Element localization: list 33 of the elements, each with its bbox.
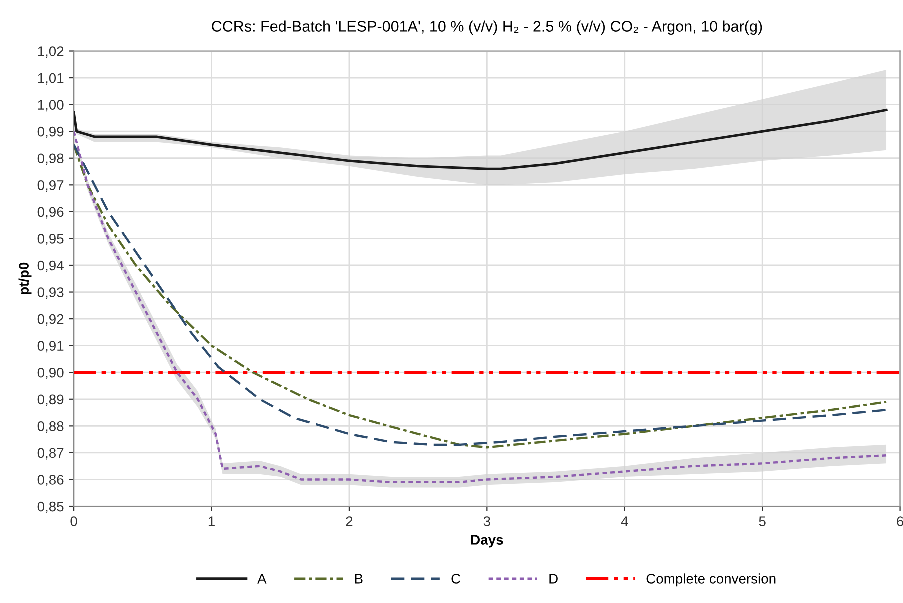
x-axis-title: Days bbox=[471, 535, 504, 548]
y-tick-label: 1,00 bbox=[38, 100, 64, 112]
x-tick-label: 5 bbox=[759, 516, 766, 526]
legend-label: C bbox=[452, 574, 461, 584]
y-tick-label: 0,89 bbox=[38, 394, 64, 406]
y-tick-label: 0,96 bbox=[38, 207, 64, 219]
legend-label: A bbox=[258, 574, 267, 584]
y-tick-label: 0,85 bbox=[38, 502, 64, 514]
x-tick-label: 1 bbox=[208, 516, 215, 526]
y-tick-label: 0,91 bbox=[38, 341, 64, 353]
x-tick-label: 0 bbox=[70, 516, 78, 526]
y-tick-label: 0,97 bbox=[38, 180, 64, 192]
y-tick-label: 0,95 bbox=[38, 234, 64, 246]
y-tick-label: 0,86 bbox=[38, 475, 64, 487]
legend-label: Complete conversion bbox=[646, 574, 776, 587]
x-tick-label: 2 bbox=[346, 516, 353, 526]
y-tick-label: 1,02 bbox=[38, 46, 64, 58]
y-axis-title: pt/p0 bbox=[18, 262, 32, 295]
x-tick-label: 3 bbox=[484, 516, 490, 526]
y-tick-label: 0,87 bbox=[38, 448, 64, 460]
y-tick-label: 0,98 bbox=[38, 154, 64, 166]
legend-label: B bbox=[355, 574, 363, 584]
x-tick-label: 4 bbox=[621, 516, 628, 526]
line-series bbox=[74, 108, 888, 170]
y-tick-label: 0,92 bbox=[38, 314, 64, 326]
y-tick-label: 0,94 bbox=[38, 260, 64, 272]
y-tick-label: 0,88 bbox=[38, 422, 64, 433]
legend-label: D bbox=[550, 574, 558, 584]
y-tick-label: 0,93 bbox=[38, 288, 64, 300]
chart-title: CCRs: Fed-Batch 'LESP-001A', 10 % (v/v) H₂ - 2.5 % (v/v) CO₂ - Argon, 10 bar(g) bbox=[212, 20, 762, 35]
y-tick-label: 1,01 bbox=[38, 73, 64, 85]
y-tick-label: 0,90 bbox=[38, 368, 64, 380]
y-tick-label: 0,99 bbox=[38, 126, 64, 138]
